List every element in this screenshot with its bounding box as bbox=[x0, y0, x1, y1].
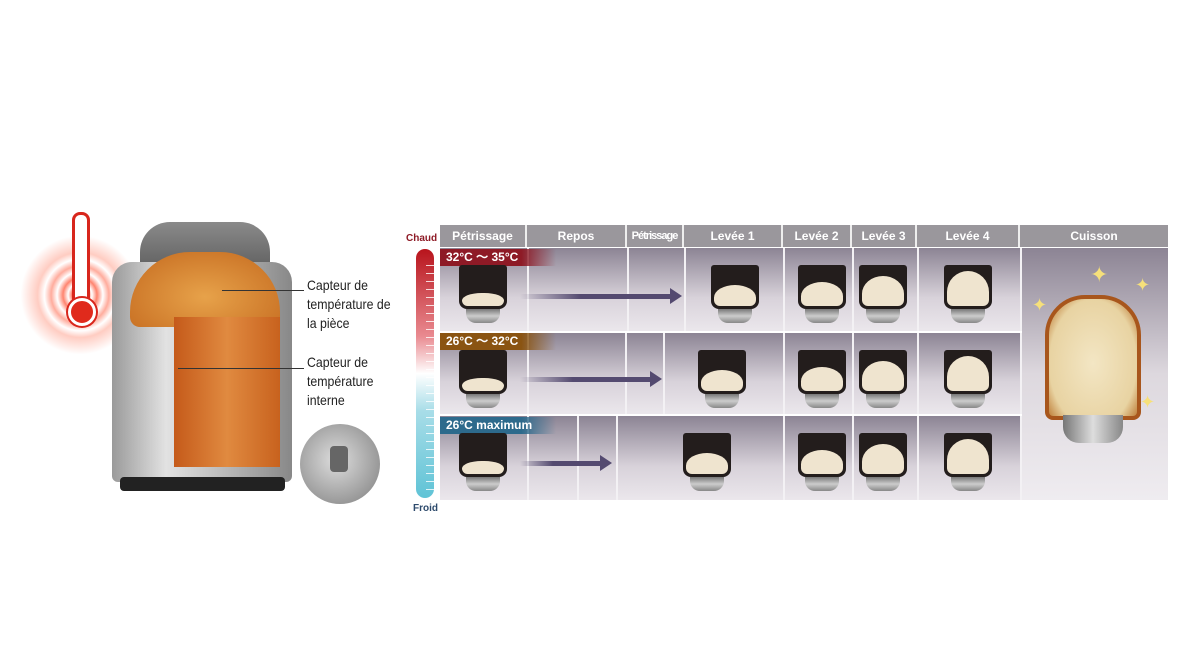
dough bbox=[701, 370, 743, 391]
column-header: Levée 1 bbox=[684, 225, 783, 247]
grid-line bbox=[783, 416, 785, 500]
bread-pan-icon bbox=[859, 350, 907, 394]
dough bbox=[801, 282, 843, 306]
grid-line bbox=[1020, 416, 1022, 500]
grid-line bbox=[577, 416, 579, 500]
sparkle-icon: ✦ bbox=[1032, 295, 1048, 315]
grid-line bbox=[852, 416, 854, 500]
column-header: Levée 4 bbox=[917, 225, 1020, 247]
pan-base bbox=[705, 394, 739, 408]
grid-line bbox=[852, 248, 854, 331]
pan-base bbox=[466, 477, 500, 491]
grid-line bbox=[783, 248, 785, 331]
pan-base bbox=[866, 394, 900, 408]
bread-pan-icon bbox=[859, 433, 907, 477]
hot-label: Chaud bbox=[406, 233, 438, 244]
grid-line bbox=[917, 416, 919, 500]
temperature-badge: 32°C ～ 35°C bbox=[440, 249, 556, 266]
grid-line bbox=[527, 248, 529, 331]
internal-sensor-label: Capteur de température interne bbox=[307, 354, 374, 408]
bread-pan-icon bbox=[798, 433, 846, 477]
pan-base bbox=[805, 309, 839, 323]
bread-machine-image bbox=[112, 222, 292, 492]
room-sensor-label: Capteur de température de la pièce bbox=[307, 277, 391, 331]
process-arrow bbox=[520, 455, 612, 471]
sensor-closeup-image bbox=[300, 424, 380, 504]
dough bbox=[462, 460, 504, 474]
pan-base bbox=[690, 477, 724, 491]
bread-pan-icon bbox=[798, 265, 846, 309]
pan-base bbox=[951, 394, 985, 408]
column-header: Levée 3 bbox=[852, 225, 917, 247]
bread-pan-icon bbox=[944, 350, 992, 394]
sparkle-icon: ✦ bbox=[1140, 392, 1156, 412]
grid-line bbox=[1020, 248, 1022, 331]
pan-base bbox=[805, 477, 839, 491]
pan-base bbox=[718, 309, 752, 323]
bread-pan-icon bbox=[859, 265, 907, 309]
bread-pan-icon bbox=[798, 350, 846, 394]
grid-line bbox=[527, 333, 529, 414]
grid-line bbox=[917, 248, 919, 331]
process-arrow bbox=[520, 371, 662, 387]
column-header: Pétrissage bbox=[627, 225, 684, 247]
scale-ticks bbox=[426, 258, 434, 490]
dough bbox=[947, 271, 989, 306]
bread-pan-icon bbox=[944, 265, 992, 309]
temperature-badge: 26°C maximum bbox=[440, 417, 556, 434]
thermometer-bulb bbox=[68, 298, 96, 326]
bread-pan-icon bbox=[944, 433, 992, 477]
bread-pan-icon bbox=[459, 265, 507, 309]
pan-base bbox=[805, 394, 839, 408]
column-header: Cuisson bbox=[1020, 225, 1168, 247]
process-arrow bbox=[520, 288, 682, 304]
grid-line bbox=[917, 333, 919, 414]
sparkle-icon: ✦ bbox=[1090, 262, 1109, 287]
grid-line bbox=[616, 416, 618, 500]
dough bbox=[947, 439, 989, 474]
pan-base bbox=[866, 477, 900, 491]
column-header: Repos bbox=[527, 225, 627, 247]
dough bbox=[801, 450, 843, 474]
pan-base bbox=[466, 309, 500, 323]
sparkle-icon: ✦ bbox=[1135, 275, 1151, 295]
dough bbox=[862, 276, 904, 306]
grid-line bbox=[625, 333, 627, 414]
dough bbox=[947, 356, 989, 391]
pan-base bbox=[466, 394, 500, 408]
grid-line bbox=[1020, 333, 1022, 414]
dough bbox=[862, 444, 904, 474]
grid-line bbox=[663, 333, 665, 414]
dough bbox=[462, 377, 504, 391]
dough bbox=[462, 292, 504, 306]
bread-pan-icon bbox=[698, 350, 746, 394]
grid-line bbox=[684, 248, 686, 331]
dough bbox=[862, 361, 904, 391]
dough bbox=[801, 367, 843, 391]
grid-line bbox=[627, 248, 629, 331]
baked-bread-image bbox=[1045, 295, 1141, 443]
grid-line bbox=[527, 416, 529, 500]
grid-line bbox=[783, 333, 785, 414]
pan-base bbox=[951, 309, 985, 323]
grid-line bbox=[852, 333, 854, 414]
bread-pan-icon bbox=[683, 433, 731, 477]
dough bbox=[686, 453, 728, 474]
pan-base bbox=[866, 309, 900, 323]
temperature-badge: 26°C ～ 32°C bbox=[440, 333, 556, 350]
pan-base bbox=[951, 477, 985, 491]
column-header: Levée 2 bbox=[783, 225, 852, 247]
dough bbox=[714, 285, 756, 306]
bread-pan-icon bbox=[459, 433, 507, 477]
column-header: Pétrissage bbox=[440, 225, 527, 247]
bread-pan-icon bbox=[459, 350, 507, 394]
bread-pan-icon bbox=[711, 265, 759, 309]
cold-label: Froid bbox=[413, 503, 438, 514]
